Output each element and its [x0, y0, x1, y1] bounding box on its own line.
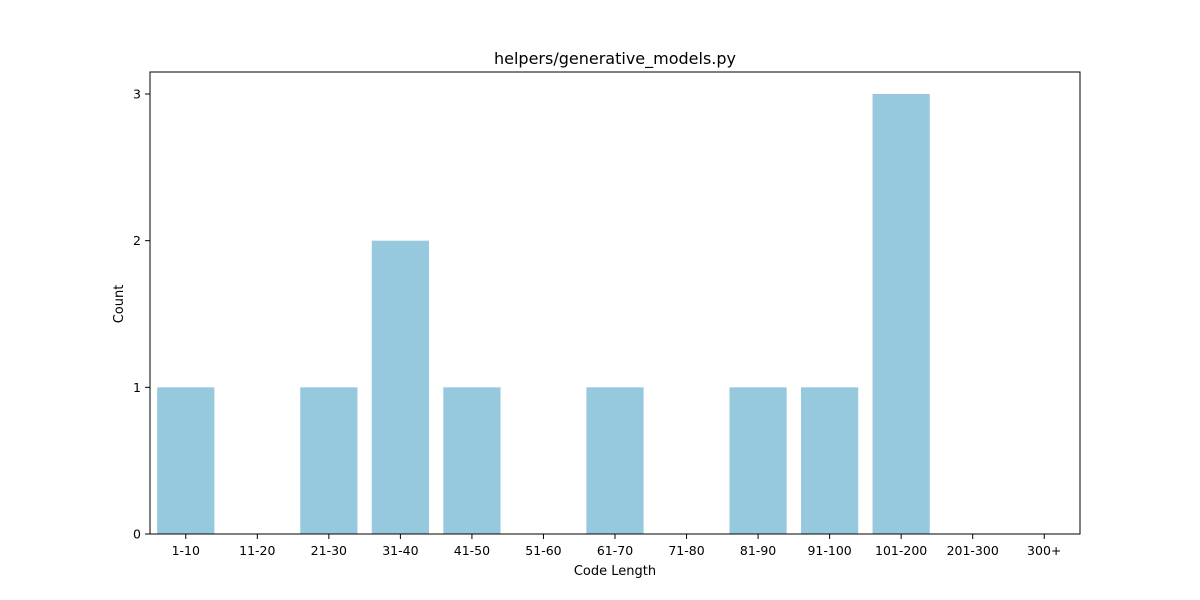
x-tick-label: 101-200 [875, 543, 927, 558]
x-axis-label: Code Length [574, 564, 656, 579]
bar-101-200 [872, 94, 930, 534]
x-tick-label: 21-30 [311, 543, 347, 558]
y-tick-label: 3 [133, 87, 141, 102]
y-axis-label: Count [112, 285, 127, 324]
x-tick-label: 91-100 [807, 543, 851, 558]
ticks-layer: 1-10 11-20 21-30 31-40 41-50 51-60 61-70 71-80 8… [133, 87, 1061, 559]
bar-31-40 [371, 240, 429, 535]
plot-frame [149, 71, 1081, 535]
bar-41-50 [443, 387, 501, 534]
y-tick-label: 2 [133, 233, 141, 248]
chart-title: helpers/generative_models.py [494, 49, 736, 69]
bar-61-70 [586, 387, 644, 534]
bar-1-10 [157, 387, 215, 534]
x-tick-label: 81-90 [740, 543, 776, 558]
x-tick-label: 71-80 [668, 543, 704, 558]
bars-layer [157, 94, 930, 535]
x-tick-label: 61-70 [597, 543, 633, 558]
x-tick-label: 1-10 [172, 543, 200, 558]
x-tick-label: 51-60 [525, 543, 561, 558]
x-tick-label: 31-40 [382, 543, 418, 558]
x-tick-label: 201-300 [947, 543, 999, 558]
bar-21-30 [300, 387, 358, 534]
y-tick-label: 1 [133, 380, 141, 395]
bar-81-90 [729, 387, 787, 534]
x-tick-label: 41-50 [454, 543, 490, 558]
bar-91-100 [801, 387, 859, 534]
y-tick-label: 0 [133, 527, 141, 542]
x-tick-label: 300+ [1027, 543, 1061, 558]
x-tick-label: 11-20 [239, 543, 275, 558]
